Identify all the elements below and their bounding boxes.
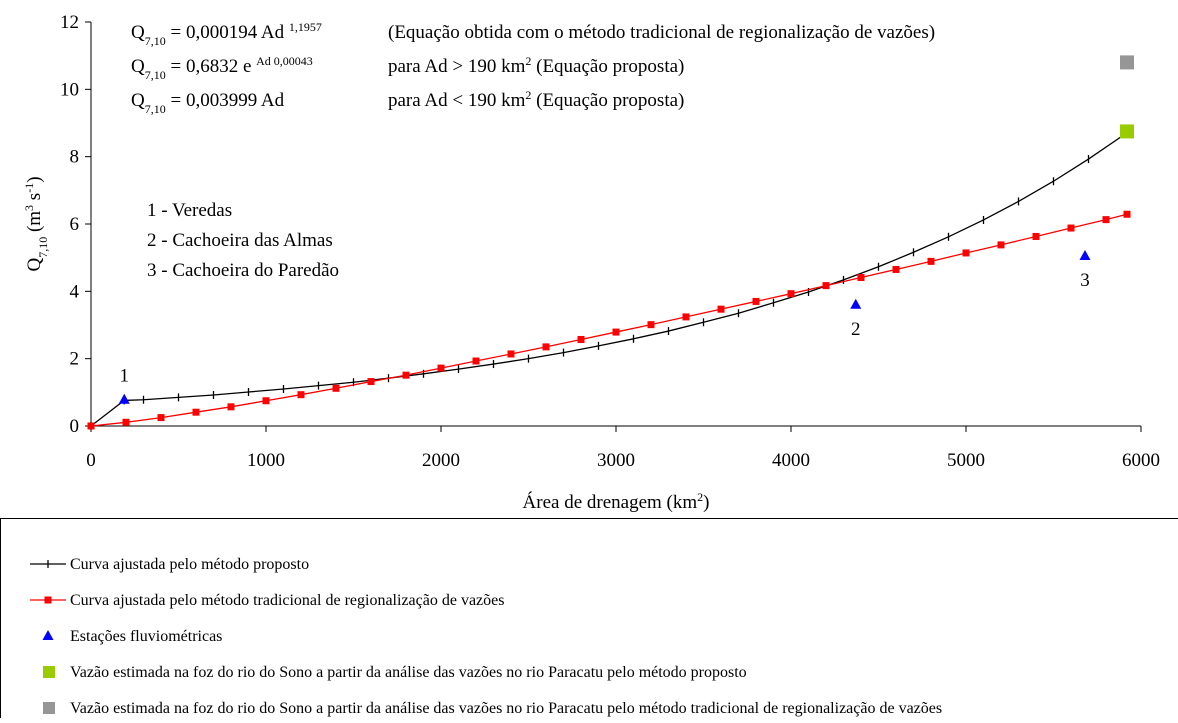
point — [1033, 233, 1040, 240]
equation-note-part: para Ad < 190 km — [388, 90, 526, 111]
equation-note-part: (Equação proposta) — [531, 56, 684, 77]
equation-part: Q — [131, 90, 145, 111]
point — [193, 409, 200, 416]
point — [753, 298, 760, 305]
legend-label: Estações fluviométricas — [70, 628, 222, 645]
equation-note: para Ad < 190 km2 (Equação proposta) — [388, 88, 684, 111]
point — [438, 365, 445, 372]
y-axis-label: Q7,10 (m3 s-1) — [22, 176, 50, 271]
y-axis-label-part: 7,10 — [36, 237, 50, 258]
legend-label: Curva ajustada pelo método tradicional d… — [70, 592, 504, 609]
equation-part: 7,10 — [145, 34, 166, 48]
point — [228, 403, 235, 410]
point — [45, 597, 52, 604]
equation-part: 7,10 — [145, 68, 166, 82]
point — [1068, 225, 1075, 232]
station-name: 2 - Cachoeira das Almas — [147, 230, 333, 251]
point — [88, 423, 95, 430]
equation-part: Ad 0,00043 — [256, 54, 313, 68]
legend-label: Vazão estimada na foz do rio do Sono a p… — [70, 664, 747, 681]
point — [1103, 216, 1110, 223]
legend-label: Curva ajustada pelo método proposto — [70, 556, 309, 573]
y-axis-label-part: -1 — [22, 183, 36, 193]
point — [1080, 250, 1091, 260]
point — [403, 372, 410, 379]
point — [718, 306, 725, 313]
equation-part: Q — [131, 56, 145, 77]
point — [333, 385, 340, 392]
y-tick-label: 10 — [60, 79, 79, 100]
point — [850, 299, 861, 309]
y-tick-label: 0 — [70, 416, 80, 437]
legend-box — [1, 519, 1178, 719]
legend-marker — [43, 702, 55, 714]
point — [613, 329, 620, 336]
x-tick-label: 5000 — [947, 450, 985, 471]
point-label: 1 — [120, 366, 130, 387]
point — [158, 414, 165, 421]
point — [648, 321, 655, 328]
x-tick-label: 3000 — [597, 450, 635, 471]
equation-note-part: (Equação obtida com o método tradicional… — [388, 22, 935, 43]
x-axis-label: Área de drenagem (km2) — [523, 490, 710, 513]
equation-note: (Equação obtida com o método tradicional… — [388, 22, 935, 43]
equation-part: 7,10 — [145, 102, 166, 116]
equation-part: = 0,003999 Ad — [166, 90, 285, 111]
point — [123, 419, 130, 426]
point-label: 3 — [1080, 270, 1090, 291]
y-axis-label-part: s — [24, 193, 45, 205]
y-tick-label: 2 — [70, 349, 80, 370]
point — [928, 258, 935, 265]
station-name: 1 - Veredas — [147, 200, 232, 221]
point — [578, 336, 585, 343]
point — [43, 630, 54, 640]
equation-part: 1,1957 — [289, 20, 322, 34]
x-axis-label-part: Área de drenagem (km — [523, 491, 698, 513]
x-tick-label: 6000 — [1122, 450, 1160, 471]
legend-label: Vazão estimada na foz do rio do Sono a p… — [70, 700, 942, 717]
point — [788, 290, 795, 297]
x-tick-label: 0 — [86, 450, 96, 471]
station-name: 3 - Cachoeira do Paredão — [147, 260, 339, 281]
equation-part: = 0,6832 e — [166, 56, 256, 77]
point — [119, 394, 130, 404]
equation-note-part: para Ad > 190 km — [388, 56, 526, 77]
point — [893, 266, 900, 273]
y-axis-label-part: (m — [24, 211, 45, 237]
point — [683, 313, 690, 320]
y-tick-label: 4 — [70, 281, 80, 302]
x-tick-label: 1000 — [247, 450, 285, 471]
x-tick-label: 4000 — [772, 450, 810, 471]
point — [1120, 124, 1134, 138]
x-tick-label: 2000 — [422, 450, 460, 471]
y-tick-label: 8 — [70, 147, 80, 168]
point — [1124, 211, 1131, 218]
equation-note-part: (Equação proposta) — [531, 90, 684, 111]
equation: Q7,10 = 0,000194 Ad 1,1957 — [131, 20, 322, 48]
point — [858, 274, 865, 281]
point — [263, 397, 270, 404]
legend-marker — [43, 666, 55, 678]
point — [368, 378, 375, 385]
x-axis-label-part: ) — [703, 492, 709, 513]
y-axis-label-part: Q — [24, 258, 45, 272]
point — [473, 358, 480, 365]
y-axis-label-part: ) — [24, 176, 45, 182]
point — [508, 350, 515, 357]
equation-note: para Ad > 190 km2 (Equação proposta) — [388, 54, 684, 77]
equation-part: = 0,000194 Ad — [166, 22, 289, 43]
point — [998, 241, 1005, 248]
point — [963, 249, 970, 256]
point — [1120, 55, 1134, 69]
point — [298, 391, 305, 398]
equation-part: Q — [131, 22, 145, 43]
point — [543, 343, 550, 350]
point-label: 2 — [851, 319, 861, 340]
y-tick-label: 6 — [70, 214, 80, 235]
equation: Q7,10 = 0,003999 Ad — [131, 90, 285, 116]
equation: Q7,10 = 0,6832 e Ad 0,00043 — [131, 54, 313, 82]
point — [823, 282, 830, 289]
y-tick-label: 12 — [60, 12, 79, 33]
